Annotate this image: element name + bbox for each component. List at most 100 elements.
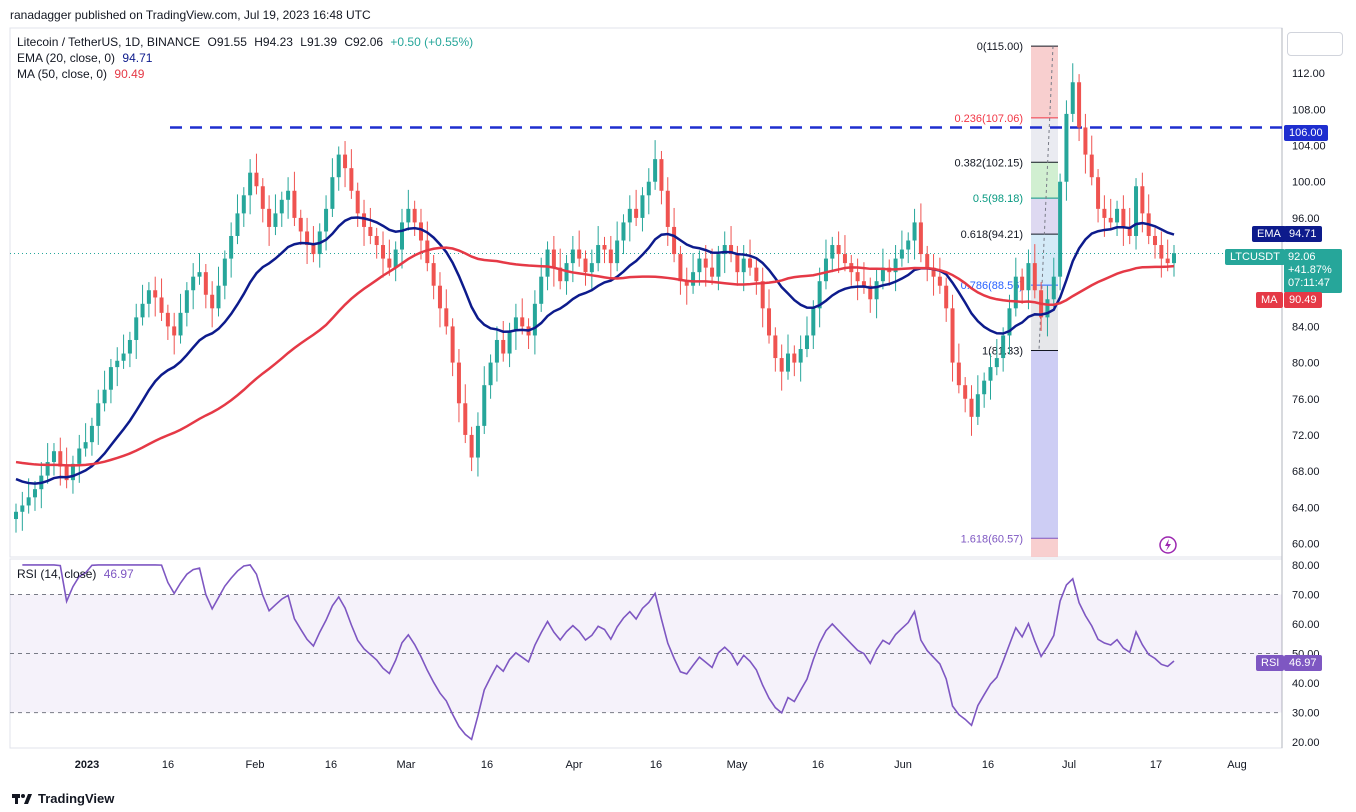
candle-body [874, 281, 879, 300]
candle-body [488, 362, 493, 386]
candle-body [26, 497, 31, 506]
fib-level-label: 0(115.00) [977, 41, 1023, 53]
candle-body [672, 226, 677, 255]
candle-body [172, 326, 177, 336]
symbol-legend: Litecoin / TetherUS, 1D, BINANCE O91.55 … [17, 35, 473, 49]
candle-body [267, 208, 272, 227]
price-tick-label: 76.00 [1292, 394, 1320, 406]
time-tick-label: 17 [1150, 759, 1162, 771]
candle-body [298, 217, 303, 232]
candle-body [482, 385, 487, 426]
candle-body [501, 339, 506, 354]
ema-line [15, 216, 1175, 485]
candle-body [773, 335, 778, 359]
candle-body [678, 254, 683, 282]
candle-body [691, 272, 696, 286]
candle-body [362, 213, 367, 227]
candle-body [912, 222, 917, 241]
candle-body [830, 245, 835, 259]
time-tick-label: Feb [246, 759, 265, 771]
candle-body [608, 249, 613, 264]
candle-body [1140, 186, 1145, 214]
candle-body [406, 208, 411, 223]
candle-body [767, 308, 772, 336]
price-tick-label: 80.00 [1292, 358, 1320, 370]
price-tick-label: 100.00 [1292, 177, 1326, 189]
candle-body [659, 159, 664, 191]
candle-body [387, 258, 392, 268]
candle-body [324, 208, 329, 232]
ema-legend-value: 94.71 [122, 51, 153, 65]
candle-body [222, 258, 227, 286]
candle-body [868, 285, 873, 300]
candle-body [931, 267, 936, 277]
candle-body [1064, 113, 1069, 182]
high-value: H94.23 [254, 35, 293, 49]
time-tick-label: May [727, 759, 748, 771]
candle-body [823, 258, 828, 282]
candle-body [127, 339, 132, 354]
candle-body [1153, 235, 1158, 246]
candle-body [1077, 82, 1082, 128]
price-tick-label: 112.00 [1292, 68, 1325, 80]
candle-body [1096, 177, 1101, 209]
candle-body [1020, 276, 1025, 291]
time-tick-label: Mar [397, 759, 416, 771]
candle-body [1026, 263, 1031, 291]
candle-body [969, 398, 974, 417]
candle-body [975, 394, 980, 417]
candle-body [102, 389, 107, 404]
candle-body [32, 489, 37, 498]
candle-body [735, 254, 740, 273]
candle-body [741, 258, 746, 273]
candle-body [381, 245, 386, 259]
candle-body [520, 317, 525, 327]
rsi-tick-label: 80.00 [1292, 560, 1320, 572]
rsi-legend: RSI (14, close) 46.97 [17, 567, 134, 581]
price-tick-label: 96.00 [1292, 213, 1320, 225]
candle-body [760, 281, 765, 309]
candle-body [1058, 181, 1063, 277]
candle-body [798, 349, 803, 363]
candle-body [1115, 208, 1120, 223]
change-value: +0.50 (+0.55%) [390, 35, 474, 49]
candle-body [722, 245, 727, 255]
chart-settings-button[interactable] [1287, 32, 1343, 56]
candle-body [956, 362, 961, 386]
candle-body [963, 385, 968, 399]
candle-body [684, 281, 689, 286]
rsi-value-tag: 46.97 [1284, 655, 1322, 671]
candle-body [248, 172, 253, 196]
candle-body [437, 285, 442, 309]
fib-level-label: 0.5(98.18) [973, 193, 1023, 205]
candle-body [83, 442, 88, 449]
price-tick-label: 104.00 [1292, 141, 1326, 153]
rsi-legend-value: 46.97 [103, 567, 134, 581]
price-tick-label: 64.00 [1292, 502, 1320, 514]
tradingview-footer[interactable]: TradingView [12, 791, 114, 806]
bar-countdown: 07:11:47 [1288, 277, 1331, 289]
candle-body [1007, 308, 1012, 336]
candle-body [431, 263, 436, 286]
candle-body [355, 190, 360, 214]
fib-level-label: 0.618(94.21) [961, 229, 1023, 241]
time-tick-label: 16 [162, 759, 174, 771]
candle-body [159, 297, 164, 313]
ma-name-tag: MA [1256, 292, 1283, 308]
candle-body [203, 272, 208, 295]
candle-body [615, 240, 620, 264]
candle-body [336, 154, 341, 178]
candle-body [197, 272, 202, 277]
candle-body [279, 199, 284, 214]
candle-body [165, 312, 170, 327]
candle-body [710, 267, 715, 277]
time-tick-label: 16 [650, 759, 662, 771]
candle-body [646, 181, 651, 196]
candle-body [1165, 258, 1170, 264]
ema-name-tag: EMA [1252, 226, 1286, 242]
fib-zone [1031, 538, 1058, 557]
candle-body [469, 434, 474, 458]
candle-body [134, 317, 139, 340]
candle-body [178, 312, 183, 336]
candle-body [45, 462, 50, 476]
